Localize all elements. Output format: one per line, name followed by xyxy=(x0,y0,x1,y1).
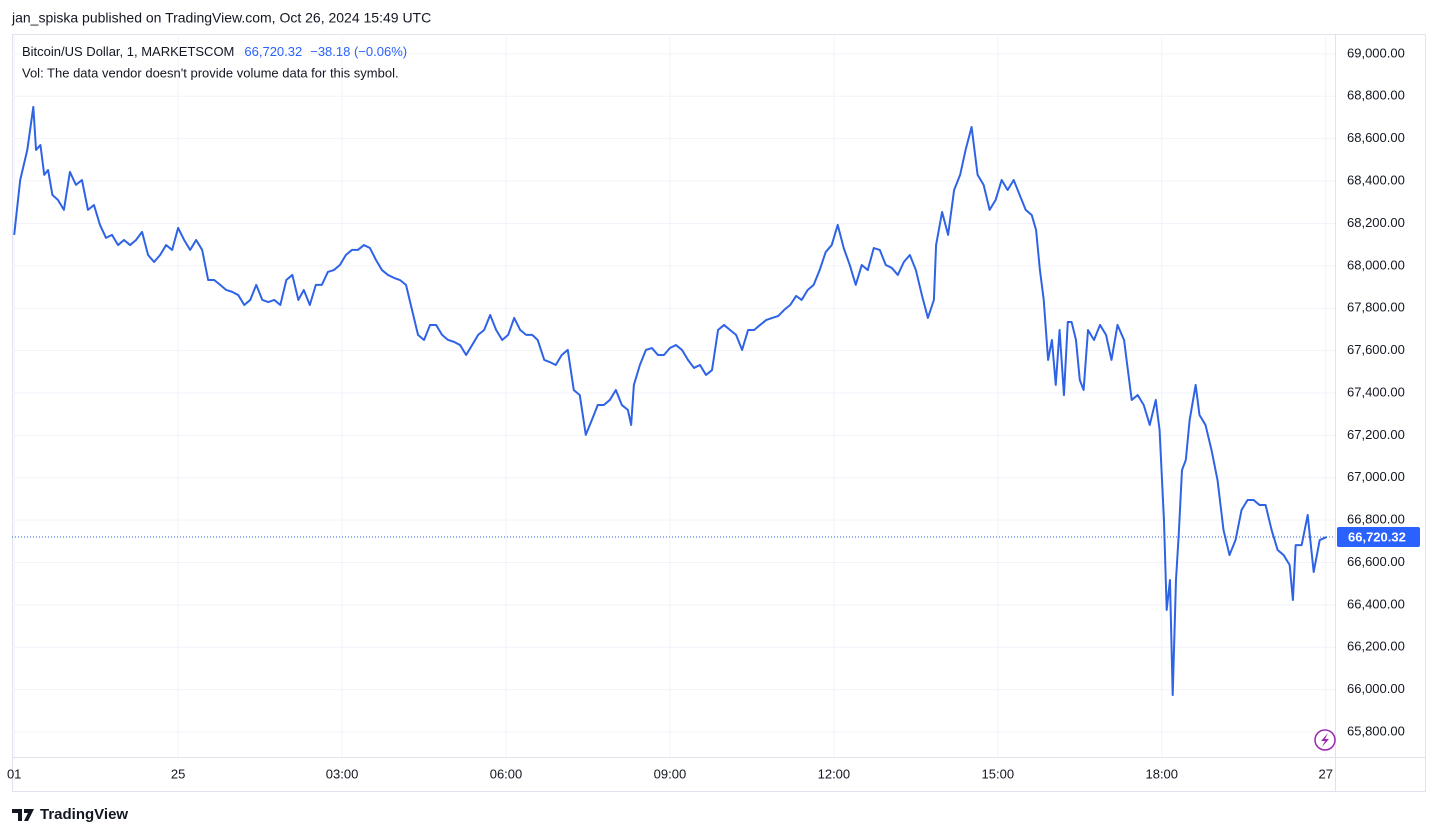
x-tick-label: 15:00 xyxy=(982,766,1015,781)
x-tick-label: 12:00 xyxy=(818,766,851,781)
x-tick-label: 27 xyxy=(1318,766,1332,781)
x-tick-label: 25 xyxy=(171,766,185,781)
y-tick-label: 66,600.00 xyxy=(1347,554,1405,569)
symbol: Bitcoin/US Dollar, 1, MARKETSCOM xyxy=(22,44,234,59)
x-tick-label: 06:00 xyxy=(490,766,523,781)
x-tick-label: 18:00 xyxy=(1145,766,1178,781)
change: −38.18 (−0.06%) xyxy=(310,44,407,59)
price-line xyxy=(13,105,1328,697)
y-tick-label: 65,800.00 xyxy=(1347,723,1405,738)
last-price-label: 66,720.32 xyxy=(1348,529,1406,544)
y-tick-label: 68,800.00 xyxy=(1347,88,1405,103)
y-tick-label: 68,200.00 xyxy=(1347,215,1405,230)
x-tick-label: 01 xyxy=(7,766,21,781)
tradingview-logo xyxy=(12,809,34,821)
y-tick-label: 69,000.00 xyxy=(1347,45,1405,60)
brand: TradingView xyxy=(40,806,128,823)
plot xyxy=(12,105,1335,697)
x-tick-label: 09:00 xyxy=(654,766,687,781)
chart-frame xyxy=(12,34,1426,792)
y-tick-label: 67,600.00 xyxy=(1347,342,1405,357)
y-tick-label: 68,400.00 xyxy=(1347,172,1405,187)
y-tick-label: 66,800.00 xyxy=(1347,512,1405,527)
publisher: jan_spiska published on TradingView.com,… xyxy=(11,10,431,26)
lightning-icon[interactable] xyxy=(1314,729,1336,751)
grid xyxy=(12,34,1335,757)
quote: 66,720.32 xyxy=(244,44,302,59)
y-tick-label: 67,000.00 xyxy=(1347,469,1405,484)
last-price-box xyxy=(1337,526,1420,547)
y-tick-label: 68,000.00 xyxy=(1347,257,1405,272)
y-tick-label: 66,000.00 xyxy=(1347,681,1405,696)
y-tick-label: 67,200.00 xyxy=(1347,427,1405,442)
y-tick-label: 67,400.00 xyxy=(1347,384,1405,399)
y-tick-label: 66,400.00 xyxy=(1347,596,1405,611)
chart-title: Bitcoin/US Dollar, 1, MARKETSCOM 66,720.3… xyxy=(22,44,407,59)
x-tick-label: 03:00 xyxy=(326,766,359,781)
y-tick-label: 68,600.00 xyxy=(1347,130,1405,145)
y-tick-label: 66,200.00 xyxy=(1347,639,1405,654)
y-tick-label: 67,800.00 xyxy=(1347,300,1405,315)
annotation: Vol: The data vendor doesn't provide vol… xyxy=(22,65,399,80)
